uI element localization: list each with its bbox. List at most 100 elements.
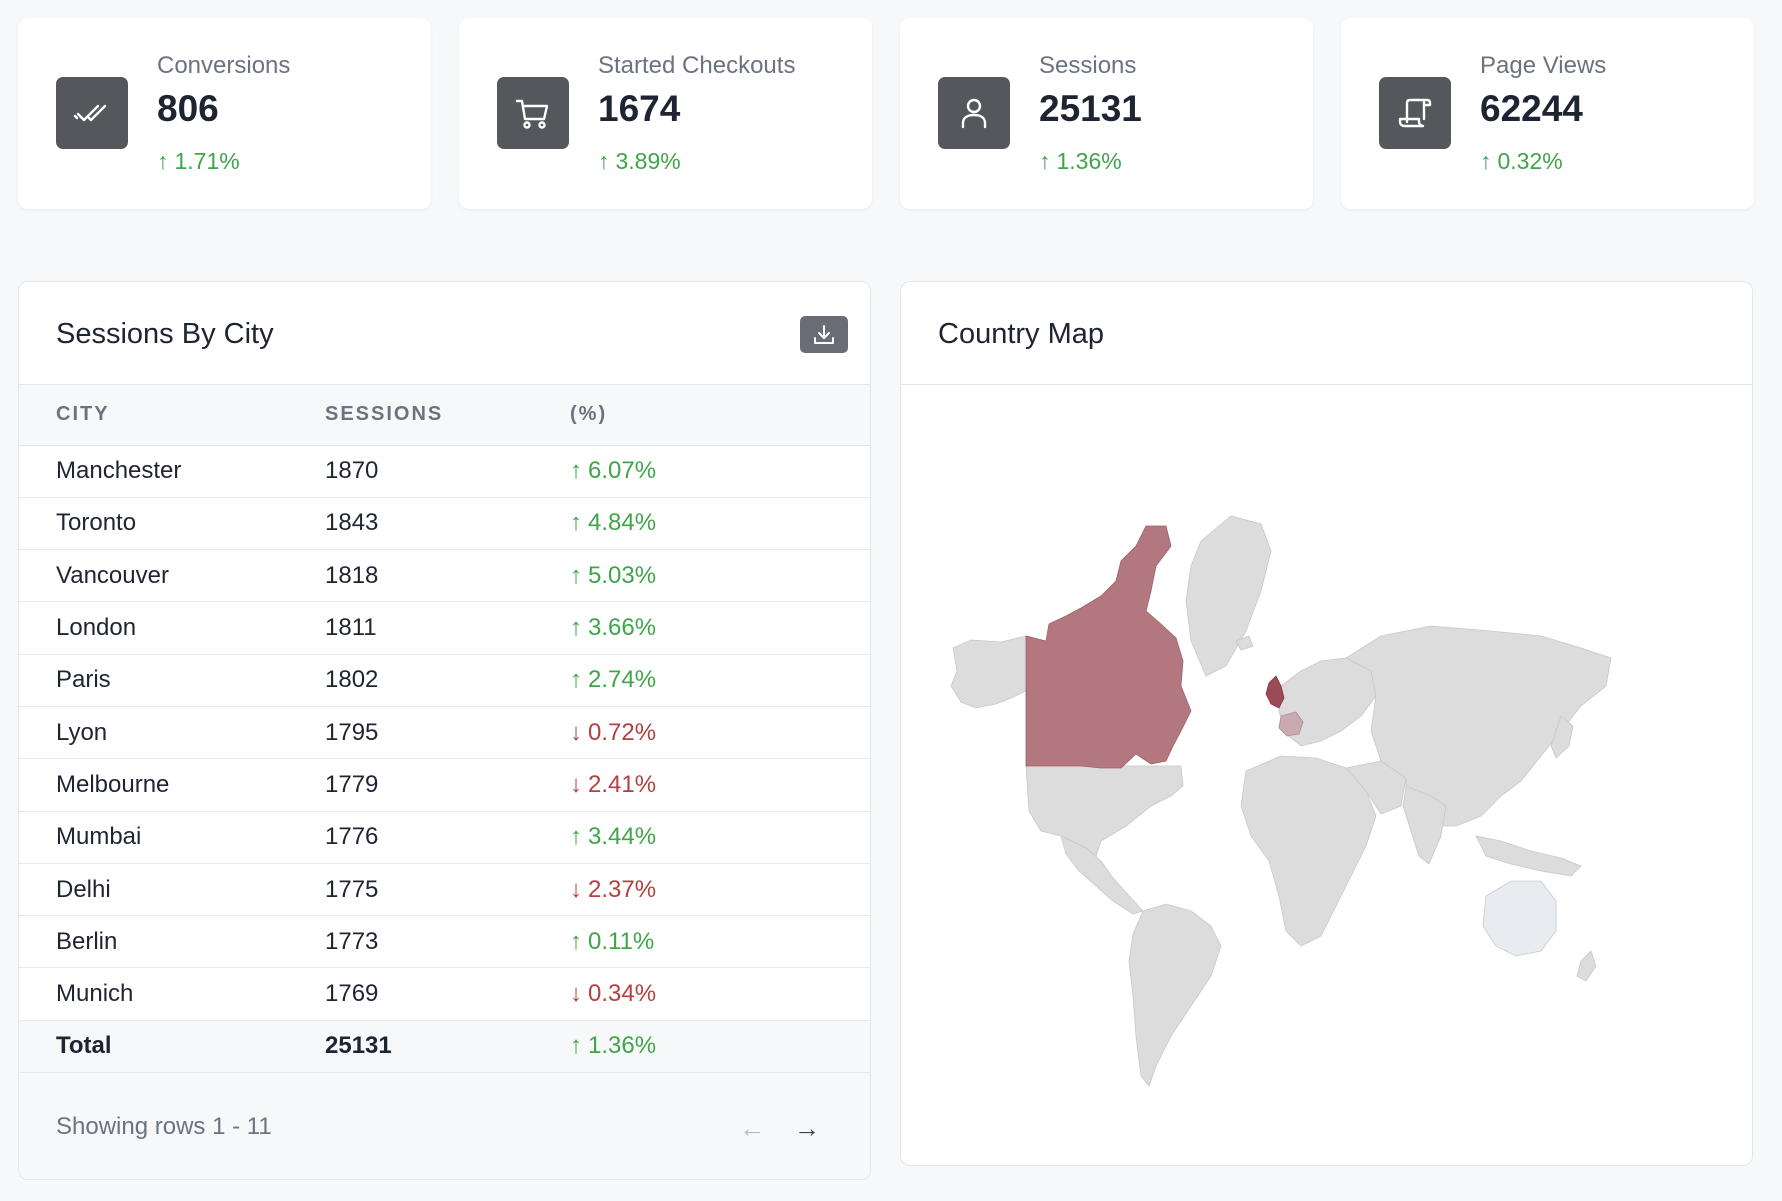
region-france bbox=[1278, 711, 1304, 737]
change-cell: ↑ 3.44% bbox=[570, 811, 870, 863]
kpi-card-sessions: Sessions 25131 ↑ 1.36% bbox=[900, 18, 1313, 209]
region-asia bbox=[1345, 625, 1612, 827]
kpi-value: 806 bbox=[157, 88, 219, 129]
region-japan bbox=[1550, 715, 1574, 759]
change-cell: ↓ 2.37% bbox=[570, 863, 870, 915]
change-cell: ↑ 0.11% bbox=[570, 916, 870, 968]
kpi-label: Conversions bbox=[157, 52, 291, 79]
kpi-card-conversions: Conversions 806 ↑ 1.71% bbox=[18, 18, 431, 209]
column-header-city[interactable]: CITY bbox=[56, 403, 110, 426]
sessions-cell: 1773 bbox=[325, 927, 379, 955]
kpi-value: 1674 bbox=[598, 88, 681, 129]
country-map-panel: Country Map bbox=[900, 281, 1753, 1166]
city-cell: Melbourne bbox=[56, 770, 170, 798]
sessions-cell: 1843 bbox=[325, 509, 379, 537]
arrow-down-icon: ↓ bbox=[570, 875, 582, 903]
sessions-cell: 1795 bbox=[325, 718, 379, 746]
region-canada bbox=[1025, 525, 1192, 769]
sessions-cell: 1775 bbox=[325, 875, 379, 903]
change-cell: ↑ 5.03% bbox=[570, 550, 870, 602]
change-value: 2.41% bbox=[588, 770, 657, 798]
change-value: 2.74% bbox=[588, 666, 657, 694]
sessions-by-city-panel: Sessions By City CITY SESSIONS (%) Manch… bbox=[18, 281, 871, 1180]
kpi-delta-value: 3.89% bbox=[615, 148, 681, 174]
city-cell: Mumbai bbox=[56, 823, 142, 851]
column-header-percent[interactable]: (%) bbox=[570, 403, 608, 426]
region-iceland bbox=[1235, 635, 1254, 651]
table-row: Melbourne 1779 ↓ 2.41% bbox=[19, 759, 870, 812]
download-button[interactable] bbox=[800, 316, 848, 353]
city-cell: Manchester bbox=[56, 457, 182, 485]
table-row: Toronto 1843 ↑ 4.84% bbox=[19, 497, 870, 550]
scroll-icon bbox=[1379, 77, 1451, 149]
change-value: 4.84% bbox=[588, 509, 657, 537]
sessions-cell: 1802 bbox=[325, 666, 379, 694]
total-sessions: 25131 bbox=[325, 1032, 392, 1060]
change-value: 3.44% bbox=[588, 823, 657, 851]
arrow-up-icon: ↑ bbox=[598, 148, 610, 174]
kpi-value: 25131 bbox=[1039, 88, 1142, 129]
kpi-delta-value: 1.36% bbox=[1056, 148, 1122, 174]
sessions-cell: 1811 bbox=[325, 614, 377, 642]
table-footer: Showing rows 1 - 11 ← → bbox=[19, 1073, 870, 1179]
table-row: Vancouver 1818 ↑ 5.03% bbox=[19, 550, 870, 602]
sessions-cell: 1818 bbox=[325, 561, 379, 589]
region-alaska bbox=[950, 635, 1027, 709]
region-greenland bbox=[1185, 515, 1272, 677]
change-cell: ↑ 3.66% bbox=[570, 602, 870, 654]
city-cell: Delhi bbox=[56, 875, 111, 903]
kpi-label: Page Views bbox=[1480, 52, 1607, 79]
table-header-row: CITY SESSIONS (%) bbox=[19, 385, 870, 445]
table-row: Delhi 1775 ↓ 2.37% bbox=[19, 863, 870, 916]
arrow-up-icon: ↑ bbox=[570, 614, 582, 642]
double-check-icon bbox=[56, 77, 128, 149]
table-row: Munich 1769 ↓ 0.34% bbox=[19, 968, 870, 1021]
city-cell: London bbox=[56, 614, 137, 642]
arrow-right-icon[interactable]: → bbox=[794, 1113, 820, 1144]
total-change: ↑ 1.36% bbox=[570, 1020, 870, 1072]
kpi-delta: ↑ 1.36% bbox=[1039, 148, 1122, 175]
change-value: 0.72% bbox=[588, 718, 657, 746]
sessions-table: CITY SESSIONS (%) Manchester 1870 ↑ 6.07% To… bbox=[19, 385, 870, 1073]
table-row: London 1811 ↑ 3.66% bbox=[19, 602, 870, 655]
kpi-label: Sessions bbox=[1039, 52, 1137, 79]
kpi-card-started-checkouts: Started Checkouts 1674 ↑ 3.89% bbox=[459, 18, 872, 209]
kpi-delta-value: 0.32% bbox=[1497, 148, 1563, 174]
arrow-up-icon: ↑ bbox=[1480, 148, 1492, 174]
kpi-row: Conversions 806 ↑ 1.71% Started Checkouts… bbox=[18, 18, 1754, 209]
kpi-value: 62244 bbox=[1480, 88, 1583, 129]
panel-title: Sessions By City bbox=[56, 318, 274, 350]
panel-title: Country Map bbox=[938, 318, 1105, 350]
kpi-delta: ↑ 0.32% bbox=[1480, 148, 1563, 175]
region-central-america bbox=[1060, 835, 1144, 915]
kpi-card-page-views: Page Views 62244 ↑ 0.32% bbox=[1341, 18, 1754, 209]
region-usa bbox=[1025, 765, 1184, 857]
table-row: Mumbai 1776 ↑ 3.44% bbox=[19, 811, 870, 864]
table-row: Paris 1802 ↑ 2.74% bbox=[19, 654, 870, 707]
rows-showing-text: Showing rows 1 - 11 bbox=[56, 1113, 272, 1141]
sessions-cell: 1776 bbox=[325, 823, 379, 851]
world-map[interactable] bbox=[901, 386, 1752, 1165]
change-value: 5.03% bbox=[588, 561, 657, 589]
city-cell: Munich bbox=[56, 980, 134, 1008]
kpi-delta: ↑ 1.71% bbox=[157, 148, 240, 175]
arrow-left-icon[interactable]: ← bbox=[739, 1113, 765, 1144]
change-value: 0.34% bbox=[588, 980, 657, 1008]
sessions-cell: 1870 bbox=[325, 457, 379, 485]
table-total-row: Total 25131 ↑ 1.36% bbox=[19, 1020, 870, 1073]
change-value: 0.11% bbox=[588, 927, 655, 955]
panel-header: Country Map bbox=[901, 282, 1752, 385]
column-header-sessions[interactable]: SESSIONS bbox=[325, 403, 444, 426]
change-cell: ↓ 0.34% bbox=[570, 968, 870, 1020]
region-new-zealand bbox=[1576, 950, 1597, 982]
region-south-america bbox=[1128, 903, 1222, 1087]
region-uk bbox=[1265, 675, 1285, 709]
city-cell: Paris bbox=[56, 666, 111, 694]
cart-icon bbox=[497, 77, 569, 149]
region-africa bbox=[1240, 755, 1377, 947]
sessions-cell: 1779 bbox=[325, 770, 379, 798]
change-value: 6.07% bbox=[588, 457, 657, 485]
arrow-up-icon: ↑ bbox=[157, 148, 169, 174]
table-body: Manchester 1870 ↑ 6.07% Toronto 1843 ↑ 4.84% Van… bbox=[19, 445, 870, 1073]
arrow-up-icon: ↑ bbox=[570, 927, 582, 955]
